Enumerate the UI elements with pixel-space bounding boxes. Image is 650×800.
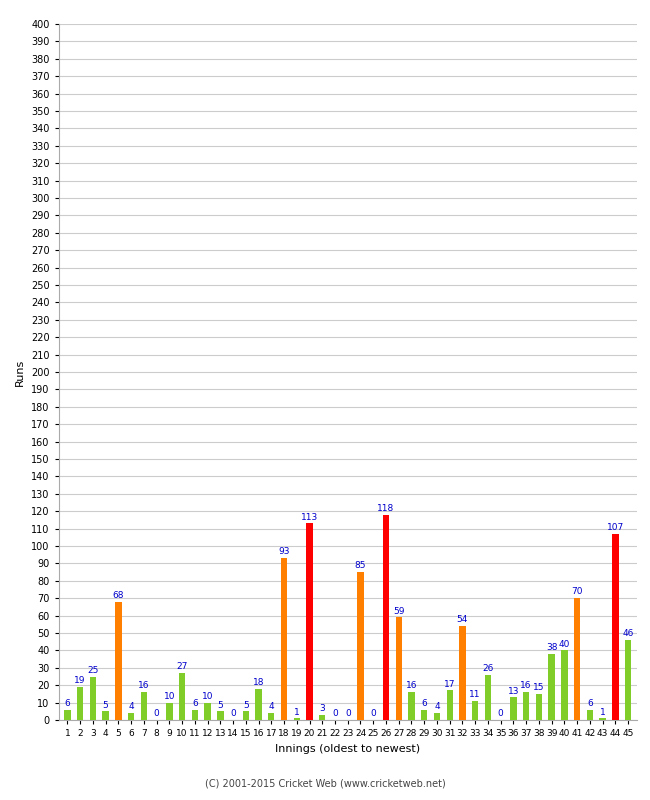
Bar [319,714,326,720]
Text: 59: 59 [393,606,404,616]
X-axis label: Innings (oldest to newest): Innings (oldest to newest) [275,743,421,754]
Text: 10: 10 [202,692,213,701]
Bar [217,711,224,720]
Bar [179,673,185,720]
Bar [166,702,172,720]
Text: 17: 17 [444,680,456,689]
Bar [128,713,135,720]
Text: 19: 19 [74,676,86,685]
Bar [549,654,555,720]
Bar [460,626,465,720]
Bar [472,701,478,720]
Text: 16: 16 [138,682,150,690]
Text: 4: 4 [128,702,134,711]
Bar [281,558,287,720]
Bar [599,718,606,720]
Bar [510,698,517,720]
Text: 107: 107 [606,523,624,532]
Text: 40: 40 [559,640,570,649]
Bar [574,598,580,720]
Bar [294,718,300,720]
Text: 4: 4 [434,702,440,711]
Bar [358,572,364,720]
Bar [306,523,313,720]
Bar [268,713,274,720]
Text: 3: 3 [319,704,325,713]
Bar [77,687,83,720]
Text: 5: 5 [103,701,109,710]
Bar [536,694,542,720]
Text: 5: 5 [218,701,223,710]
Text: 1: 1 [600,707,605,717]
Bar [103,711,109,720]
Text: 15: 15 [533,683,545,692]
Bar [587,710,593,720]
Bar [255,689,262,720]
Text: 0: 0 [154,710,159,718]
Text: 4: 4 [268,702,274,711]
Bar [485,674,491,720]
Text: 16: 16 [521,682,532,690]
Bar [140,692,147,720]
Text: 27: 27 [176,662,188,671]
Text: 18: 18 [253,678,265,687]
Bar [447,690,453,720]
Text: 0: 0 [332,710,338,718]
Text: 13: 13 [508,686,519,696]
Text: 70: 70 [571,587,583,597]
Text: 10: 10 [164,692,175,701]
Bar [90,677,96,720]
Text: 46: 46 [623,630,634,638]
Bar [625,640,631,720]
Bar [396,618,402,720]
Text: 26: 26 [482,664,493,673]
Text: 0: 0 [498,710,504,718]
Text: 38: 38 [546,643,558,652]
Bar [612,534,619,720]
Text: 6: 6 [421,699,427,708]
Text: 16: 16 [406,682,417,690]
Text: 113: 113 [301,513,318,522]
Text: 54: 54 [457,615,468,624]
Bar [421,710,428,720]
Bar [561,650,567,720]
Bar [523,692,529,720]
Bar [192,710,198,720]
Text: 0: 0 [370,710,376,718]
Text: 1: 1 [294,707,300,717]
Bar [434,713,440,720]
Text: 0: 0 [345,710,350,718]
Text: 68: 68 [112,591,124,600]
Bar [64,710,71,720]
Text: 6: 6 [192,699,198,708]
Bar [204,702,211,720]
Text: (C) 2001-2015 Cricket Web (www.cricketweb.net): (C) 2001-2015 Cricket Web (www.cricketwe… [205,778,445,788]
Text: 85: 85 [355,562,366,570]
Y-axis label: Runs: Runs [16,358,25,386]
Text: 0: 0 [230,710,236,718]
Bar [242,711,249,720]
Bar [408,692,415,720]
Bar [383,514,389,720]
Text: 6: 6 [587,699,593,708]
Text: 25: 25 [87,666,99,674]
Text: 11: 11 [469,690,481,699]
Text: 5: 5 [243,701,249,710]
Bar [115,602,122,720]
Text: 93: 93 [278,547,290,557]
Text: 6: 6 [64,699,70,708]
Text: 118: 118 [378,504,395,513]
